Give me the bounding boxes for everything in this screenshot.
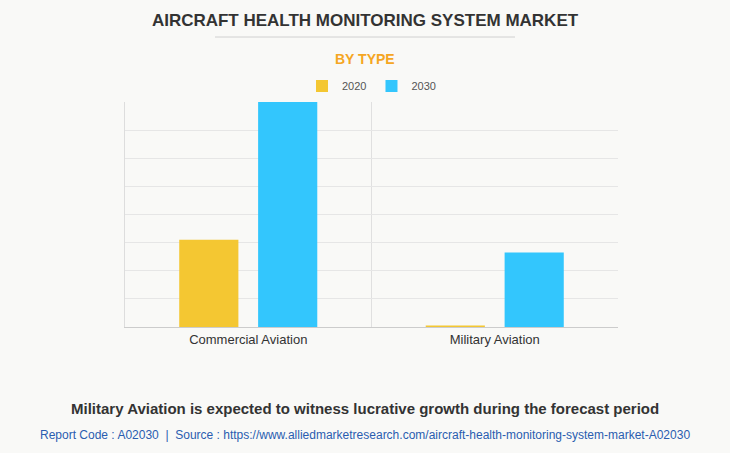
svg-text:Commercial Aviation: Commercial Aviation	[189, 332, 307, 347]
svg-text:Report Code : A02030 | Sourc: Report Code : A02030 | Source : https://…	[40, 428, 690, 442]
svg-text:Military Aviation is expected: Military Aviation is expected to witness…	[71, 400, 659, 417]
svg-text:AIRCRAFT HEALTH MONITORING SYS: AIRCRAFT HEALTH MONITORING SYSTEM MARKET	[152, 11, 579, 30]
svg-text:2020: 2020	[342, 80, 366, 92]
svg-text:BY TYPE: BY TYPE	[335, 51, 395, 67]
svg-text:2030: 2030	[411, 80, 435, 92]
svg-text:Military Aviation: Military Aviation	[450, 332, 540, 347]
